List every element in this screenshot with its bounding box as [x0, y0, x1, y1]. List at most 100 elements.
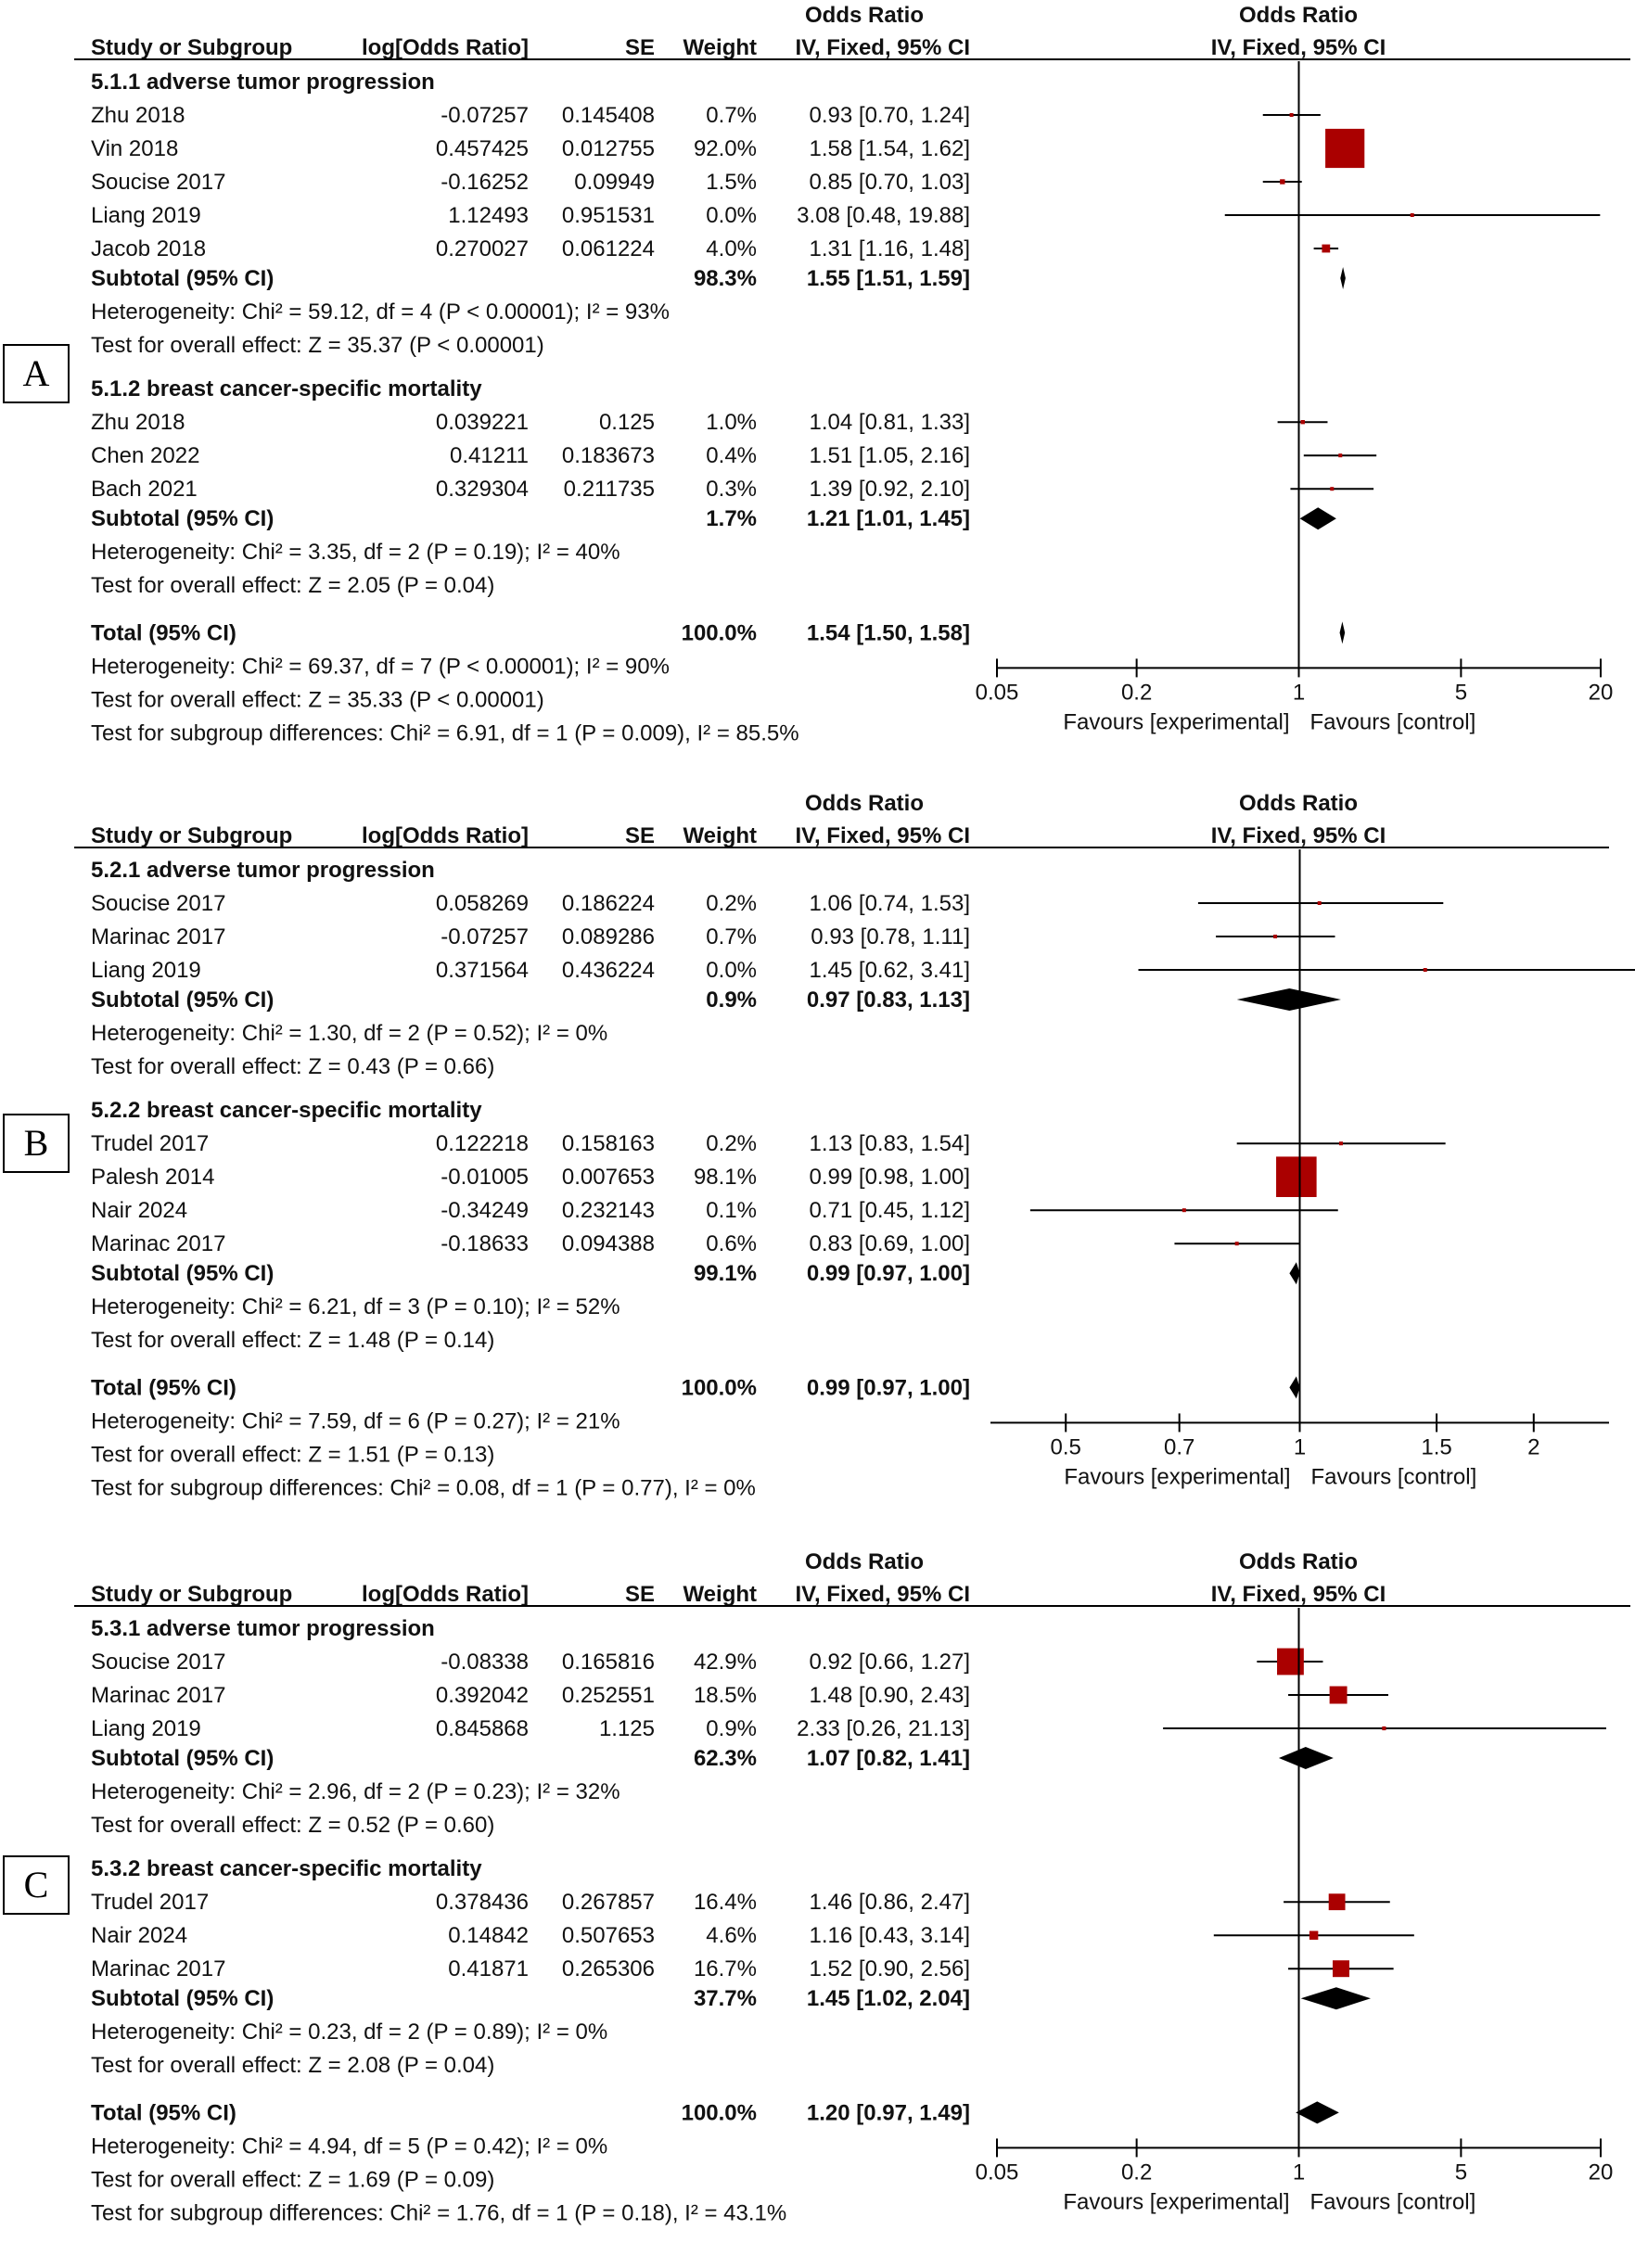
total-label: Total (95% CI) — [91, 2100, 236, 2125]
study-name: Liang 2019 — [91, 203, 201, 228]
study-weight: 1.5% — [706, 170, 757, 195]
study-log-odds-ratio: 0.392042 — [436, 1683, 529, 1708]
study-square — [1338, 453, 1343, 458]
subgroup-heterogeneity: Heterogeneity: Chi² = 3.35, df = 2 (P = … — [91, 540, 620, 565]
header-odds-ratio-left: Odds Ratio — [805, 1549, 924, 1574]
study-ci: 2.33 [0.26, 21.13] — [797, 1716, 970, 1741]
total-heterogeneity: Heterogeneity: Chi² = 69.37, df = 7 (P <… — [91, 654, 670, 679]
header-weight: Weight — [683, 35, 757, 60]
header-se: SE — [625, 823, 655, 848]
study-log-odds-ratio: 0.039221 — [436, 410, 529, 435]
study-ci: 0.99 [0.98, 1.00] — [810, 1165, 970, 1190]
x-tick-label: 2 — [1527, 1434, 1539, 1459]
header-method-right: IV, Fixed, 95% CI — [1211, 823, 1386, 848]
study-weight: 0.1% — [706, 1198, 757, 1223]
panel-letter-box — [3, 1855, 70, 1915]
axis-favours-control: Favours [control] — [1311, 1464, 1477, 1489]
study-weight: 4.6% — [706, 1923, 757, 1948]
header-odds-ratio-right: Odds Ratio — [1239, 3, 1358, 28]
study-log-odds-ratio: 0.14842 — [448, 1923, 529, 1948]
study-square — [1329, 1686, 1348, 1704]
study-square — [1423, 968, 1427, 972]
study-square — [1234, 1242, 1239, 1246]
axis-favours-experimental: Favours [experimental] — [1063, 709, 1289, 734]
subtotal-diamond — [1300, 1987, 1371, 2010]
header-method-right: IV, Fixed, 95% CI — [1211, 1582, 1386, 1607]
header-method-left: IV, Fixed, 95% CI — [795, 823, 970, 848]
subgroup-overall-effect: Test for overall effect: Z = 2.05 (P = 0… — [91, 573, 494, 598]
study-name: Marinac 2017 — [91, 924, 225, 949]
subtotal-label: Subtotal (95% CI) — [91, 506, 274, 531]
subgroup-differences: Test for subgroup differences: Chi² = 1.… — [91, 2200, 786, 2225]
header-odds-ratio-left: Odds Ratio — [805, 3, 924, 28]
subtotal-diamond — [1340, 267, 1346, 289]
forest-panel-a: A Odds Ratio Odds Ratio Study or Subgroup lo… — [3, 3, 1630, 745]
header-odds-ratio-right: Odds Ratio — [1239, 1549, 1358, 1574]
subtotal-weight: 37.7% — [694, 1986, 757, 2011]
study-name: Liang 2019 — [91, 1716, 201, 1741]
study-se: 0.061224 — [562, 236, 655, 261]
header-odds-ratio-left: Odds Ratio — [805, 791, 924, 816]
total-weight: 100.0% — [682, 1375, 757, 1400]
axis-favours-experimental: Favours [experimental] — [1063, 2189, 1289, 2214]
study-se: 0.186224 — [562, 891, 655, 916]
study-se: 1.125 — [599, 1716, 655, 1741]
study-square — [1273, 935, 1278, 938]
study-log-odds-ratio: -0.01005 — [441, 1165, 529, 1190]
subgroup-overall-effect: Test for overall effect: Z = 0.43 (P = 0… — [91, 1054, 494, 1079]
study-square — [1317, 901, 1322, 905]
study-se: 0.007653 — [562, 1165, 655, 1190]
study-square — [1280, 179, 1285, 185]
study-name: Zhu 2018 — [91, 410, 185, 435]
study-weight: 0.3% — [706, 477, 757, 502]
study-se: 0.211735 — [564, 477, 655, 502]
subtotal-ci: 1.07 [0.82, 1.41] — [807, 1746, 970, 1771]
study-weight: 42.9% — [694, 1650, 757, 1675]
study-weight: 0.4% — [706, 443, 757, 468]
study-ci: 0.83 [0.69, 1.00] — [810, 1231, 970, 1256]
panel-letter: A — [23, 352, 50, 394]
study-name: Jacob 2018 — [91, 236, 206, 261]
study-name: Vin 2018 — [91, 136, 178, 161]
study-weight: 0.2% — [706, 1131, 757, 1156]
study-square — [1330, 487, 1335, 491]
study-ci: 1.13 [0.83, 1.54] — [810, 1131, 970, 1156]
study-se: 0.436224 — [562, 958, 655, 983]
study-square — [1289, 113, 1294, 117]
study-log-odds-ratio: 0.378436 — [436, 1890, 529, 1915]
study-log-odds-ratio: 0.845868 — [436, 1716, 529, 1741]
study-name: Nair 2024 — [91, 1198, 187, 1223]
study-ci: 1.51 [1.05, 2.16] — [810, 443, 970, 468]
subtotal-ci: 1.55 [1.51, 1.59] — [807, 266, 970, 291]
study-se: 0.125 — [599, 410, 655, 435]
subgroup-overall-effect: Test for overall effect: Z = 0.52 (P = 0… — [91, 1813, 494, 1838]
study-weight: 16.7% — [694, 1956, 757, 1981]
header-odds-ratio-right: Odds Ratio — [1239, 791, 1358, 816]
study-name: Soucise 2017 — [91, 170, 225, 195]
x-tick-label: 1 — [1294, 1434, 1306, 1459]
subgroup-title: 5.1.2 breast cancer-specific mortality — [91, 376, 482, 401]
study-ci: 1.06 [0.74, 1.53] — [810, 891, 970, 916]
study-ci: 0.93 [0.70, 1.24] — [810, 103, 970, 128]
x-tick-label: 1.5 — [1421, 1434, 1451, 1459]
subgroup-title: 5.1.1 adverse tumor progression — [91, 70, 435, 95]
study-log-odds-ratio: 0.371564 — [436, 958, 529, 983]
study-name: Marinac 2017 — [91, 1956, 225, 1981]
study-se: 0.252551 — [562, 1683, 655, 1708]
study-se: 0.951531 — [562, 203, 655, 228]
study-log-odds-ratio: -0.16252 — [441, 170, 529, 195]
panel-letter: C — [24, 1864, 49, 1905]
x-tick-label: 0.2 — [1121, 680, 1152, 705]
study-weight: 0.0% — [706, 958, 757, 983]
subtotal-weight: 99.1% — [694, 1261, 757, 1286]
study-square — [1410, 213, 1414, 217]
study-weight: 0.6% — [706, 1231, 757, 1256]
total-weight: 100.0% — [682, 620, 757, 645]
study-weight: 92.0% — [694, 136, 757, 161]
total-overall-effect: Test for overall effect: Z = 35.33 (P < … — [91, 687, 544, 712]
study-ci: 1.48 [0.90, 2.43] — [810, 1683, 970, 1708]
study-name: Nair 2024 — [91, 1923, 187, 1948]
study-ci: 0.85 [0.70, 1.03] — [810, 170, 970, 195]
study-se: 0.232143 — [562, 1198, 655, 1223]
study-square — [1277, 1648, 1304, 1676]
